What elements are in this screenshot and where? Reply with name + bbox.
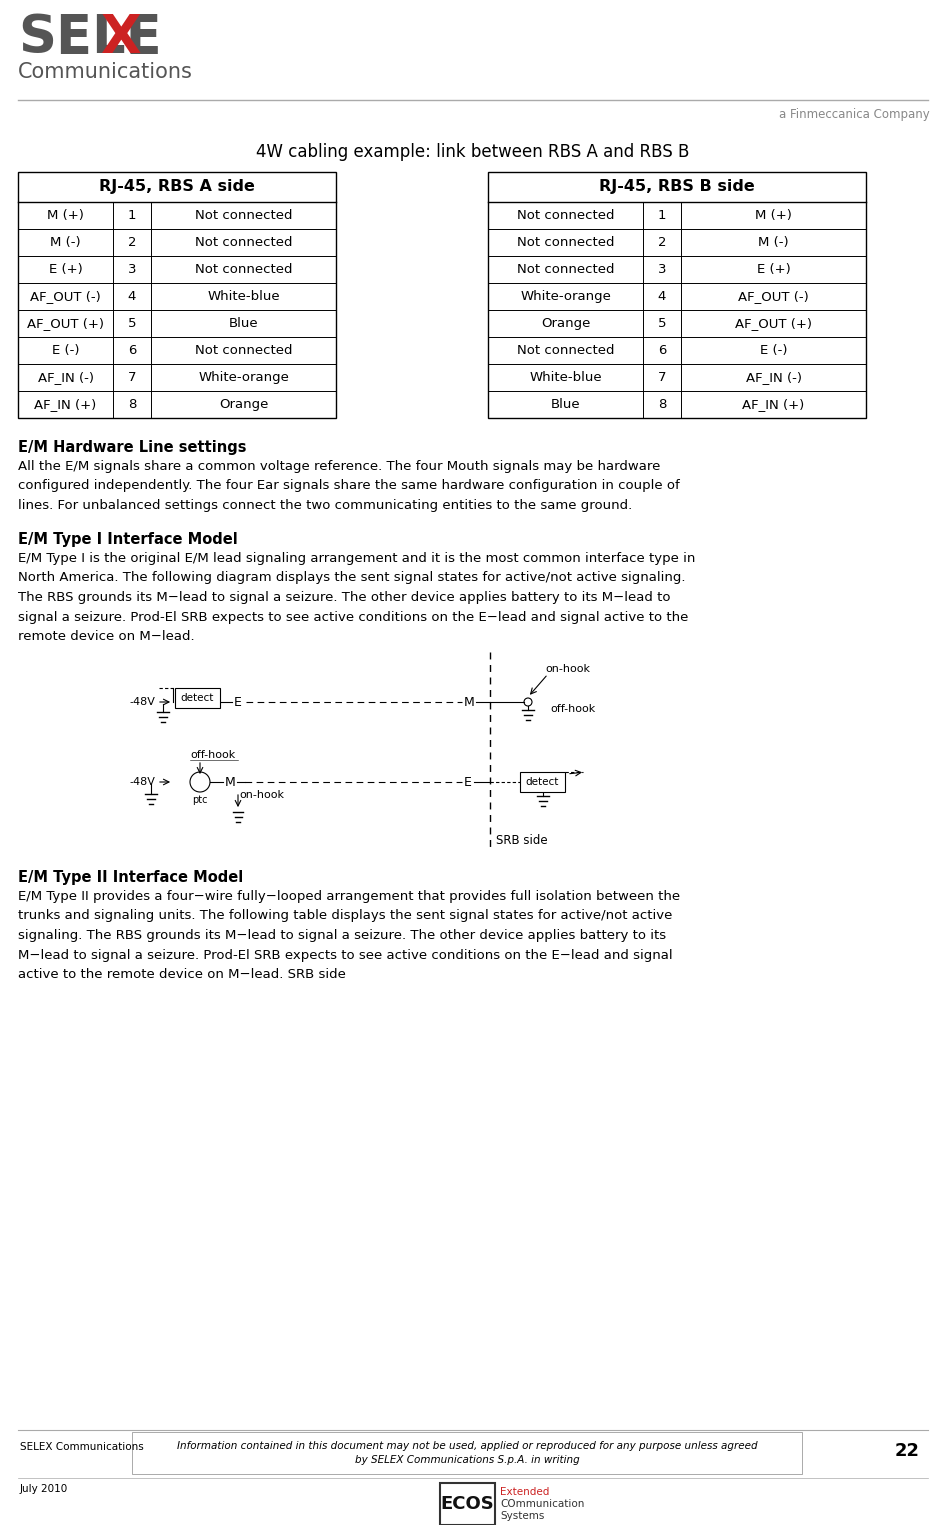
Bar <box>440 1482 495 1525</box>
Text: E (+): E (+) <box>48 262 82 276</box>
Text: E/M Type I is the original E/M lead signaling arrangement and it is the most com: E/M Type I is the original E/M lead sign… <box>18 552 695 644</box>
Bar <box>175 688 220 708</box>
Text: AF_OUT (-): AF_OUT (-) <box>738 290 809 303</box>
Text: AF_IN (+): AF_IN (+) <box>743 398 805 412</box>
Text: Not connected: Not connected <box>195 262 292 276</box>
Text: E (-): E (-) <box>760 345 787 357</box>
Bar <box>488 172 866 418</box>
Text: White-blue: White-blue <box>207 290 280 303</box>
Text: 2: 2 <box>128 236 136 249</box>
Text: 5: 5 <box>657 317 666 329</box>
Text: 8: 8 <box>128 398 136 412</box>
Text: 4: 4 <box>657 290 666 303</box>
Text: Not connected: Not connected <box>195 209 292 223</box>
Text: SELE: SELE <box>18 12 162 64</box>
Text: SRB side: SRB side <box>496 834 548 846</box>
Text: E/M Type I Interface Model: E/M Type I Interface Model <box>18 532 237 547</box>
Text: Not connected: Not connected <box>517 236 614 249</box>
Text: White-orange: White-orange <box>198 371 289 384</box>
Text: E/M Type II Interface Model: E/M Type II Interface Model <box>18 869 243 884</box>
Text: Orange: Orange <box>219 398 268 412</box>
Text: White-orange: White-orange <box>520 290 611 303</box>
Text: Communications: Communications <box>18 63 193 82</box>
Text: 5: 5 <box>128 317 136 329</box>
Text: AF_OUT (+): AF_OUT (+) <box>27 317 104 329</box>
Text: 6: 6 <box>128 345 136 357</box>
Text: E: E <box>234 695 242 709</box>
Text: M (+): M (+) <box>755 209 792 223</box>
Text: M (+): M (+) <box>47 209 84 223</box>
Text: COmmunication: COmmunication <box>500 1499 585 1510</box>
Text: a Finmeccanica Company: a Finmeccanica Company <box>780 108 930 120</box>
Text: 1: 1 <box>657 209 666 223</box>
Text: AF_OUT (+): AF_OUT (+) <box>735 317 812 329</box>
Text: Extended: Extended <box>500 1487 550 1498</box>
Text: ptc: ptc <box>192 795 208 805</box>
Text: ECOS: ECOS <box>441 1494 495 1513</box>
Text: RJ-45, RBS B side: RJ-45, RBS B side <box>599 180 755 195</box>
Bar <box>132 1432 802 1475</box>
Text: E (-): E (-) <box>52 345 79 357</box>
Text: AF_OUT (-): AF_OUT (-) <box>30 290 101 303</box>
Text: July 2010: July 2010 <box>20 1484 68 1494</box>
Text: Not connected: Not connected <box>195 345 292 357</box>
Text: off-hook: off-hook <box>550 705 595 714</box>
Text: on-hook: on-hook <box>239 790 284 801</box>
Text: detect: detect <box>526 778 559 787</box>
Text: 7: 7 <box>128 371 136 384</box>
Text: X: X <box>101 12 142 64</box>
Text: E: E <box>464 776 472 788</box>
Text: Orange: Orange <box>541 317 590 329</box>
Text: AF_IN (-): AF_IN (-) <box>745 371 801 384</box>
Text: All the E/M signals share a common voltage reference. The four Mouth signals may: All the E/M signals share a common volta… <box>18 461 680 512</box>
Text: White-blue: White-blue <box>529 371 602 384</box>
Text: 4W cabling example: link between RBS A and RBS B: 4W cabling example: link between RBS A a… <box>256 143 690 162</box>
Text: 4: 4 <box>128 290 136 303</box>
Text: 6: 6 <box>657 345 666 357</box>
Text: 22: 22 <box>895 1443 920 1459</box>
Text: Systems: Systems <box>500 1511 544 1520</box>
Text: Not connected: Not connected <box>517 209 614 223</box>
Text: M: M <box>225 776 236 788</box>
Text: RJ-45, RBS A side: RJ-45, RBS A side <box>99 180 254 195</box>
Text: detect: detect <box>181 692 214 703</box>
Bar <box>520 772 565 791</box>
Text: SELEX Communications: SELEX Communications <box>20 1443 144 1452</box>
Text: 3: 3 <box>657 262 666 276</box>
Text: Not connected: Not connected <box>517 345 614 357</box>
Text: Not connected: Not connected <box>195 236 292 249</box>
Text: M (-): M (-) <box>50 236 80 249</box>
Text: E/M Type II provides a four−wire fully−looped arrangement that provides full iso: E/M Type II provides a four−wire fully−l… <box>18 891 680 981</box>
Bar <box>18 172 336 418</box>
Text: 8: 8 <box>657 398 666 412</box>
Text: Blue: Blue <box>551 398 580 412</box>
Text: Information contained in this document may not be used, applied or reproduced fo: Information contained in this document m… <box>177 1441 758 1466</box>
Text: E (+): E (+) <box>757 262 790 276</box>
Text: 2: 2 <box>657 236 666 249</box>
Text: -48V: -48V <box>129 778 155 787</box>
Text: off-hook: off-hook <box>190 750 236 759</box>
Text: 7: 7 <box>657 371 666 384</box>
Text: E/M Hardware Line settings: E/M Hardware Line settings <box>18 441 247 454</box>
Text: -48V: -48V <box>129 697 155 708</box>
Text: on-hook: on-hook <box>545 663 590 674</box>
Text: M: M <box>464 695 475 709</box>
Text: Not connected: Not connected <box>517 262 614 276</box>
Text: 3: 3 <box>128 262 136 276</box>
Text: Blue: Blue <box>229 317 258 329</box>
Text: AF_IN (+): AF_IN (+) <box>34 398 96 412</box>
Text: 1: 1 <box>128 209 136 223</box>
Text: AF_IN (-): AF_IN (-) <box>38 371 94 384</box>
Text: M (-): M (-) <box>758 236 789 249</box>
